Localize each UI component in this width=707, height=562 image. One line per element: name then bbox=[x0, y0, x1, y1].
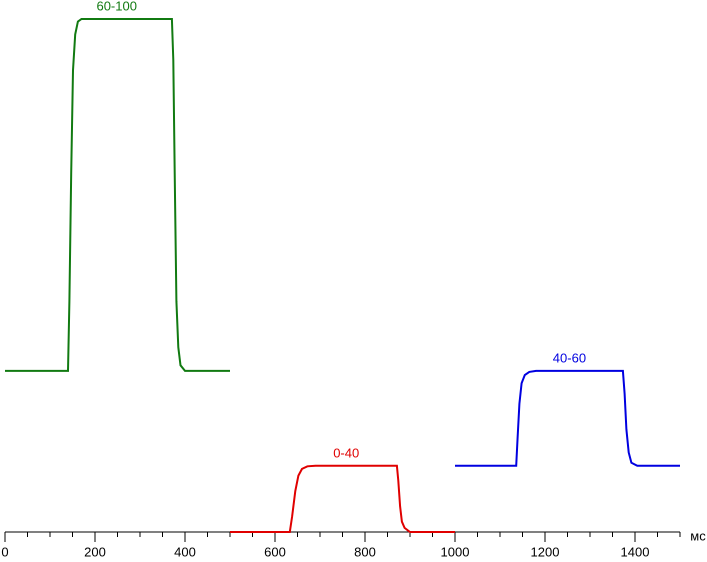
x-tick-label: 1200 bbox=[531, 544, 560, 559]
x-tick-label: 400 bbox=[174, 544, 196, 559]
series-line bbox=[455, 369, 680, 467]
series-line bbox=[5, 18, 230, 372]
x-tick-label: 1400 bbox=[621, 544, 650, 559]
series-label: 0-40 bbox=[333, 445, 359, 460]
x-unit-label: мс bbox=[690, 528, 706, 543]
series-line bbox=[230, 464, 455, 533]
x-tick-label: 200 bbox=[84, 544, 106, 559]
x-tick-label: 1000 bbox=[441, 544, 470, 559]
x-tick-label: 0 bbox=[1, 544, 8, 559]
series-label: 40-60 bbox=[553, 350, 586, 365]
x-tick-label: 800 bbox=[354, 544, 376, 559]
x-tick-label: 600 bbox=[264, 544, 286, 559]
series-label: 60-100 bbox=[96, 0, 136, 13]
